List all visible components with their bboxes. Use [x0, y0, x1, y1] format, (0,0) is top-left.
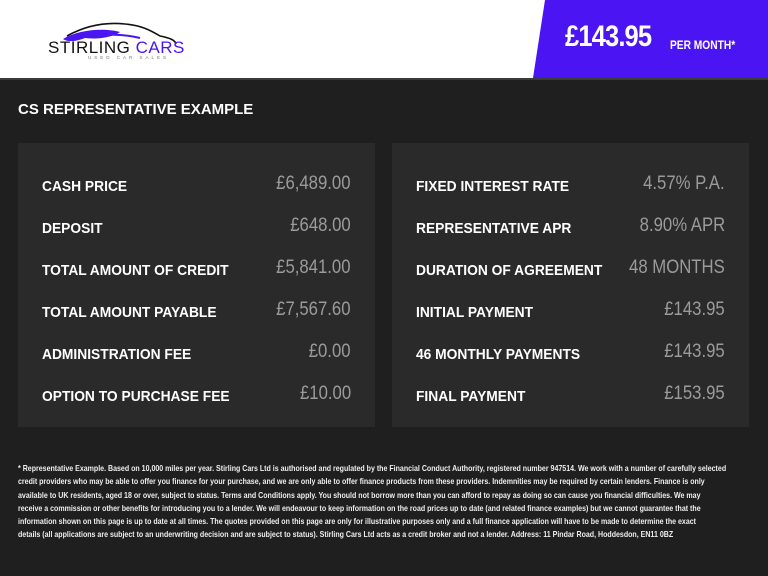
- finance-value: 48 MONTHS: [629, 257, 725, 278]
- logo-text: STIRLING CARS: [48, 38, 185, 57]
- disclaimer-line: details (all applications are subject to…: [18, 530, 674, 540]
- finance-label: 46 MONTHLY PAYMENTS: [416, 346, 581, 363]
- finance-value: £143.95: [664, 341, 725, 362]
- disclaimer-line: information shown on this page is up to …: [18, 517, 697, 527]
- finance-label: ADMINISTRATION FEE: [42, 346, 192, 363]
- finance-row: 46 MONTHLY PAYMENTS £143.95: [416, 339, 725, 363]
- finance-value: £153.95: [664, 383, 725, 404]
- price-banner: [533, 0, 768, 78]
- finance-value: £648.00: [290, 215, 351, 236]
- disclaimer-line: receive a commission or other benefits f…: [18, 503, 701, 513]
- finance-label: DURATION OF AGREEMENT: [416, 262, 603, 279]
- finance-value: 4.57% P.A.: [643, 173, 725, 194]
- finance-label: TOTAL AMOUNT PAYABLE: [42, 304, 217, 321]
- finance-label: INITIAL PAYMENT: [416, 304, 534, 321]
- finance-value: £143.95: [664, 299, 725, 320]
- disclaimer: * Representative Example. Based on 10,00…: [18, 462, 727, 542]
- finance-row: ADMINISTRATION FEE £0.00: [42, 339, 351, 363]
- finance-row: INITIAL PAYMENT £143.95: [416, 297, 725, 321]
- per-month-label: PER MONTH*: [670, 38, 736, 52]
- finance-value: £0.00: [309, 341, 351, 362]
- disclaimer-line: available to UK residents, aged 18 or ov…: [18, 490, 701, 500]
- monthly-price: £143.95: [565, 20, 652, 53]
- finance-label: FINAL PAYMENT: [416, 388, 526, 405]
- finance-row: TOTAL AMOUNT OF CREDIT £5,841.00: [42, 255, 351, 279]
- car-silhouette-icon: [63, 22, 177, 45]
- finance-label: CASH PRICE: [42, 178, 128, 195]
- finance-panel-left: CASH PRICE £6,489.00 DEPOSIT £648.00 TOTAL A…: [18, 143, 375, 427]
- finance-label: REPRESENTATIVE APR: [416, 220, 572, 237]
- finance-label: DEPOSIT: [42, 220, 103, 237]
- finance-row: FINAL PAYMENT £153.95: [416, 381, 725, 405]
- finance-row: CASH PRICE £6,489.00: [42, 171, 351, 195]
- logo-subtext: USED CAR SALES: [88, 55, 170, 60]
- finance-value: £10.00: [299, 383, 351, 404]
- finance-row: REPRESENTATIVE APR 8.90% APR: [416, 213, 725, 237]
- header: STIRLING CARS USED CAR SALES £143.95 PER…: [0, 0, 768, 80]
- finance-value: £5,841.00: [276, 257, 351, 278]
- page-title: CS REPRESENTATIVE EXAMPLE: [18, 101, 254, 118]
- disclaimer-line: * Representative Example. Based on 10,00…: [18, 464, 727, 473]
- finance-label: FIXED INTEREST RATE: [416, 178, 570, 195]
- finance-row: DEPOSIT £648.00: [42, 213, 351, 237]
- finance-value: £6,489.00: [276, 173, 351, 194]
- finance-row: TOTAL AMOUNT PAYABLE £7,567.60: [42, 297, 351, 321]
- finance-label: OPTION TO PURCHASE FEE: [42, 388, 230, 405]
- finance-row: FIXED INTEREST RATE 4.57% P.A.: [416, 171, 725, 195]
- finance-label: TOTAL AMOUNT OF CREDIT: [42, 262, 229, 279]
- finance-value: £7,567.60: [276, 299, 351, 320]
- finance-row: OPTION TO PURCHASE FEE £10.00: [42, 381, 351, 405]
- finance-row: DURATION OF AGREEMENT 48 MONTHS: [416, 255, 725, 279]
- finance-value: 8.90% APR: [639, 215, 725, 236]
- finance-panel-right: FIXED INTEREST RATE 4.57% P.A. REPRESENTAT…: [392, 143, 749, 427]
- disclaimer-line: credit providers who may be able to offe…: [18, 477, 705, 487]
